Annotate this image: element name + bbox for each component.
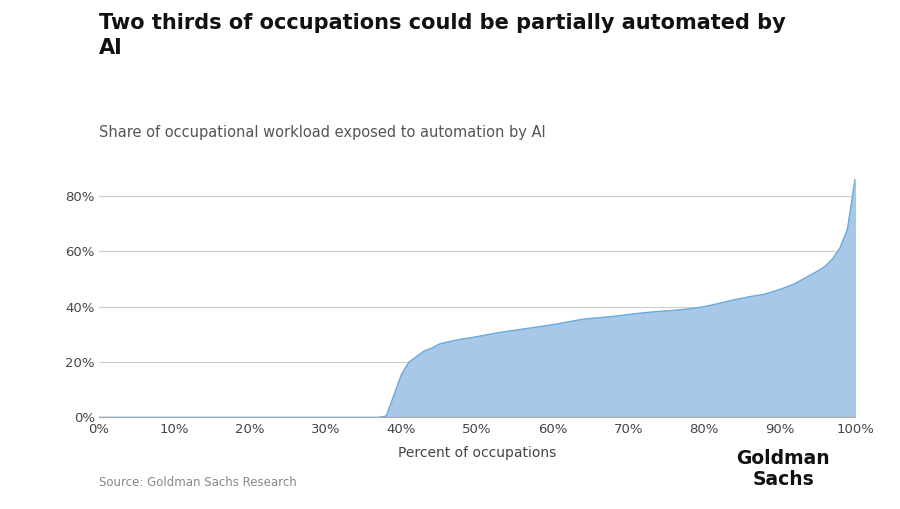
Text: Goldman
Sachs: Goldman Sachs	[736, 449, 830, 489]
X-axis label: Percent of occupations: Percent of occupations	[398, 446, 556, 460]
Text: Two thirds of occupations could be partially automated by
AI: Two thirds of occupations could be parti…	[99, 13, 786, 58]
Text: Share of occupational workload exposed to automation by AI: Share of occupational workload exposed t…	[99, 125, 545, 139]
Text: Source: Goldman Sachs Research: Source: Goldman Sachs Research	[99, 475, 297, 489]
